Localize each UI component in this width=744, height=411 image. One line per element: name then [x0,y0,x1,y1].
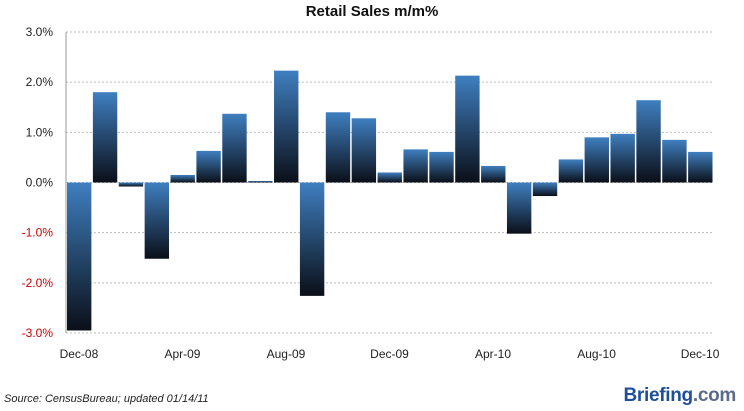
x-tick-label: Dec-08 [60,347,99,361]
bars [67,70,713,331]
bar-mar-10 [455,75,480,183]
y-tick-label: -3.0% [22,326,54,340]
x-tick-label: Apr-09 [164,347,200,361]
x-tick-label: Aug-10 [577,347,616,361]
brand-logo: Briefing.com [623,385,736,407]
x-tick-label: Dec-10 [681,347,720,361]
bar-dec-10 [688,151,713,183]
grid-lines [65,31,713,334]
bar-sep-10 [610,133,635,183]
bar-oct-09 [325,112,351,183]
bar-oct-10 [636,100,661,183]
bar-mar-09 [144,182,170,259]
bar-aug-09 [274,70,299,183]
bar-jul-10 [558,159,584,183]
bar-jun-09 [222,113,247,183]
y-tick-label: 3.0% [26,25,54,39]
bar-jan-10 [403,149,428,183]
x-tick-label: Dec-09 [370,347,409,361]
bar-jul-09 [248,180,273,183]
brand-logo-suffix: .com [692,385,736,406]
source-note: Source: CensusBureau; updated 01/14/11 [4,393,209,405]
bar-apr-10 [481,165,506,183]
bar-nov-10 [662,139,687,183]
bar-sep-09 [299,182,325,296]
bar-dec-09 [377,172,402,183]
bar-may-09 [196,150,221,183]
bar-may-10 [506,182,532,234]
y-tick-label: 2.0% [26,75,54,89]
y-tick-label: -2.0% [22,276,54,290]
x-axis-ticks: Dec-08 Apr-09 Aug-09 Dec-09 Apr-10 Aug-10 Dec-… [60,347,720,361]
bar-feb-09 [118,182,144,187]
bar-jan-09 [92,92,118,183]
x-tick-label: Apr-10 [475,347,511,361]
y-tick-label: -1.0% [22,226,54,240]
bar-jun-10 [532,182,558,197]
bar-feb-10 [429,151,454,183]
bar-aug-10 [584,137,609,183]
y-tick-label: 1.0% [26,125,54,139]
bar-dec-08 [67,182,92,331]
y-axis-ticks: 3.0% 2.0% 1.0% 0.0% -1.0% -2.0% -3.0% [22,25,54,340]
y-tick-label: 0.0% [26,176,54,190]
x-tick-label: Aug-09 [267,347,306,361]
chart-title: Retail Sales m/m% [305,3,439,20]
bar-nov-09 [351,118,377,183]
bar-apr-09 [170,174,195,183]
brand-logo-main: Briefing [623,385,693,406]
